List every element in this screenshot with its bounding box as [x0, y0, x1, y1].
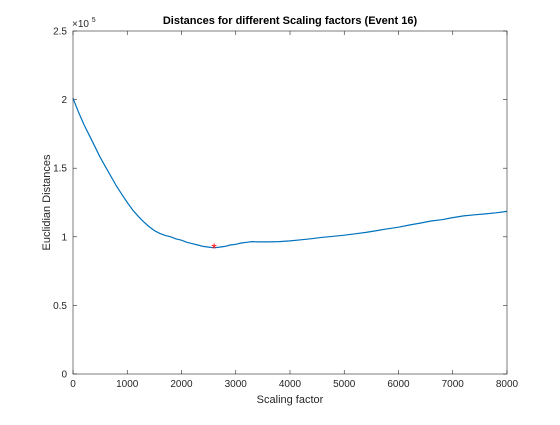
x-tick-label: 4000 [279, 379, 302, 390]
x-axis-label: Scaling factor [257, 394, 324, 406]
plot-background [73, 31, 507, 374]
chart-title: Distances for different Scaling factors … [163, 15, 418, 27]
x-tick-label: 0 [70, 379, 76, 390]
y-tick-label: 1 [61, 232, 67, 243]
x-tick-label: 2000 [170, 379, 193, 390]
y-exponent-power: 5 [92, 17, 96, 24]
y-exponent-label: ×10 5 [72, 17, 96, 30]
y-tick-label: 0.5 [53, 301, 67, 312]
y-axis-label: Euclidian Distances [41, 154, 53, 250]
y-tick-label: 1.5 [53, 164, 67, 175]
x-tick-label: 8000 [496, 379, 519, 390]
y-exponent-base: ×10 [72, 19, 89, 30]
x-tick-label: 6000 [387, 379, 410, 390]
y-tick-label: 0 [61, 370, 67, 381]
x-tick-label: 3000 [225, 379, 248, 390]
x-tick-label: 7000 [442, 379, 465, 390]
y-tick-label: 2.5 [53, 27, 67, 38]
x-tick-label: 5000 [333, 379, 356, 390]
minimum-marker: * [211, 240, 217, 256]
x-tick-label: 1000 [116, 379, 139, 390]
y-tick-label: 2 [61, 95, 67, 106]
